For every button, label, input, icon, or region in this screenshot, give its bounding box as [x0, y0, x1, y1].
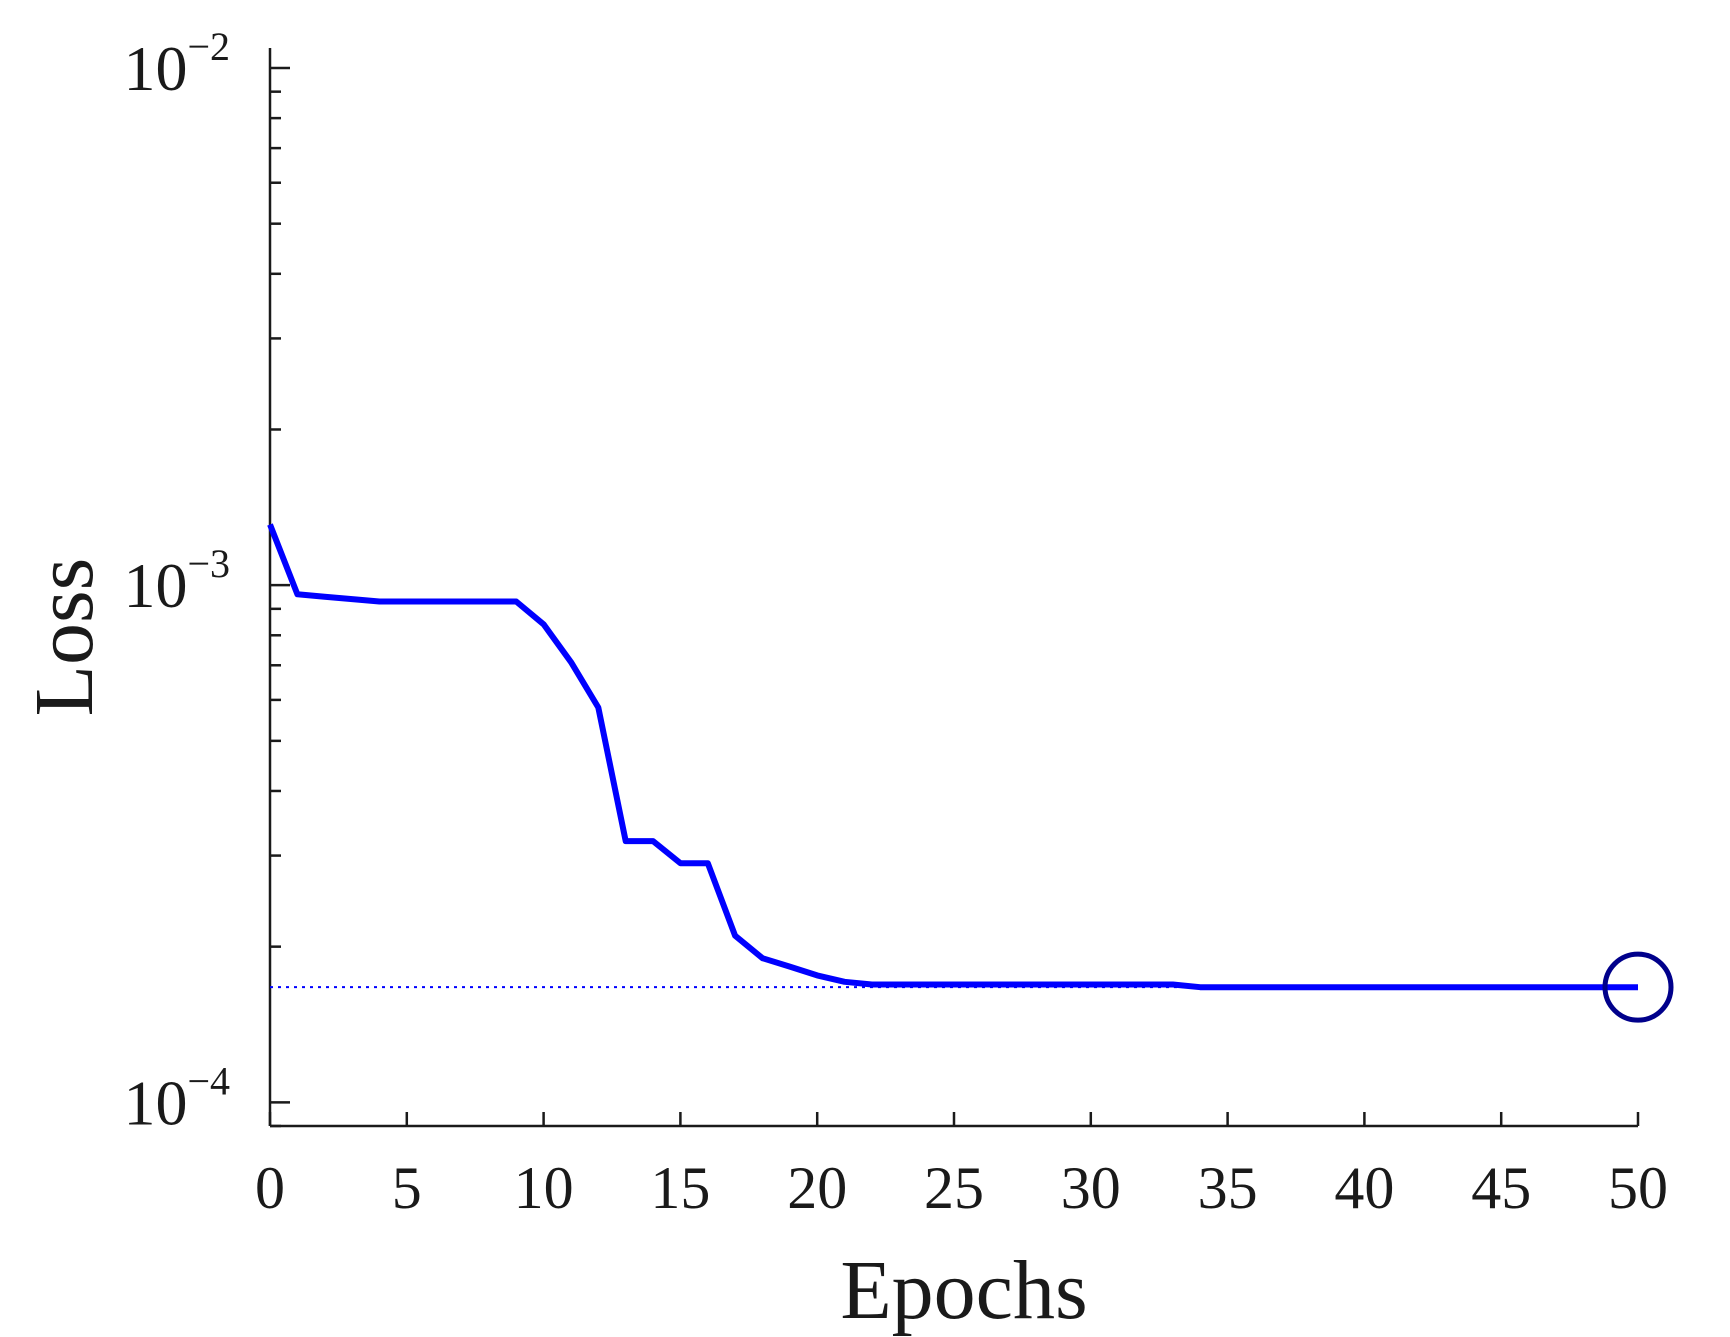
x-tick-label: 10 [514, 1155, 574, 1221]
x-tick-label: 20 [787, 1155, 847, 1221]
best-epoch-marker [1602, 951, 1674, 1023]
x-tick-label: 30 [1061, 1155, 1121, 1221]
x-tick-label: 0 [255, 1155, 285, 1221]
y-tick-label: 10−2 [123, 24, 230, 104]
y-axis-title: Loss [18, 558, 111, 717]
x-axis-title: Epochs [840, 1244, 1087, 1337]
x-tick-label: 15 [650, 1155, 710, 1221]
x-tick-label: 5 [392, 1155, 422, 1221]
y-tick-label: 10−3 [123, 541, 230, 621]
x-ticks: 0 5 10 15 20 25 30 35 40 45 50 [255, 1112, 1668, 1221]
y-tick-label: 10−4 [123, 1058, 230, 1138]
y-minor-ticks [270, 90, 281, 1128]
x-tick-label: 50 [1608, 1155, 1668, 1221]
x-tick-label: 25 [924, 1155, 984, 1221]
x-tick-label: 45 [1471, 1155, 1531, 1221]
x-tick-label: 35 [1198, 1155, 1258, 1221]
y-ticks: 10−2 10−3 10−4 [123, 24, 290, 1138]
x-tick-label: 40 [1334, 1155, 1394, 1221]
loss-series-line [267, 523, 1638, 991]
